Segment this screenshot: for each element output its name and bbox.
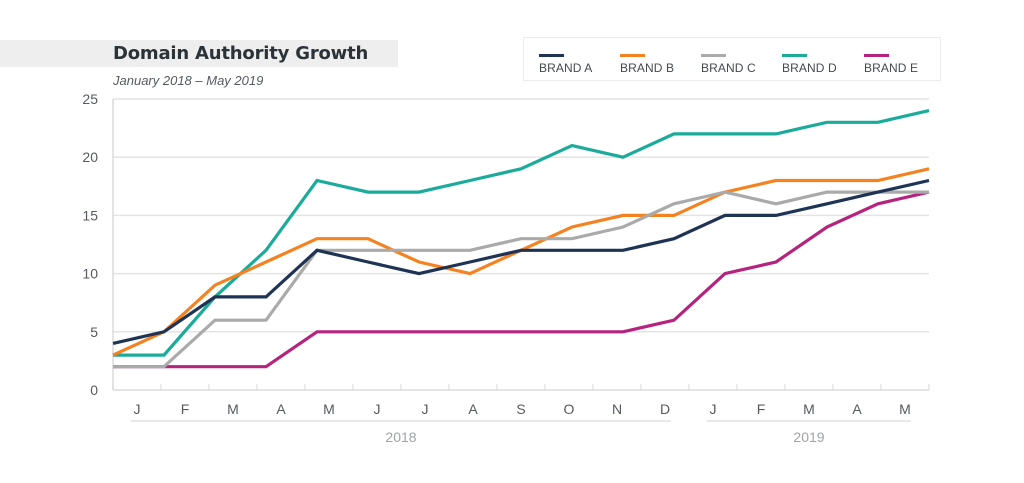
x-tick-label: M [227,401,239,417]
legend: BRAND A BRAND B BRAND C BRAND D BRAND E [523,37,941,81]
y-tick-label: 20 [82,149,98,165]
chart-title: Domain Authority Growth [113,43,369,64]
x-tick-label: S [516,401,525,417]
x-tick-label: M [803,401,815,417]
x-tick-label: D [660,401,670,417]
legend-swatch-brand-e [864,54,889,57]
series-line-brand-c [113,190,929,369]
x-tick-label: A [276,401,286,417]
y-tick-label: 15 [82,207,98,223]
y-tick-label: 10 [82,266,98,282]
legend-swatch-brand-d [782,54,807,57]
title-band [0,40,398,67]
y-tick-label: 5 [90,324,98,340]
legend-label-brand-e: BRAND E [864,61,919,75]
legend-swatch-brand-a [539,54,564,57]
x-tick-label: J [374,401,381,417]
series-line-brand-d [113,109,930,357]
x-tick-label: J [422,401,429,417]
x-tick-label: J [710,401,717,417]
year-label-2018: 2018 [385,429,416,445]
legend-label-brand-a: BRAND A [539,61,593,75]
legend-swatch-brand-b [620,54,645,57]
x-tick-label: F [757,401,766,417]
series-line-brand-a [112,178,930,345]
x-tick-label: J [134,401,141,417]
legend-label-brand-b: BRAND B [620,61,675,75]
x-tick-label: O [564,401,575,417]
x-tick-label: M [899,401,911,417]
series-line-brand-e [113,190,930,369]
chart-subtitle: January 2018 – May 2019 [113,73,264,88]
x-tick-label: M [323,401,335,417]
y-tick-label: 25 [82,91,98,107]
legend-label-brand-d: BRAND D [782,61,837,75]
year-label-2019: 2019 [793,429,824,445]
x-tick-label: N [612,401,622,417]
legend-label-brand-c: BRAND C [701,61,756,75]
x-tick-label: A [852,401,862,417]
x-tick-label: A [468,401,478,417]
y-tick-label: 0 [90,382,98,398]
legend-swatch-brand-c [701,54,726,57]
x-tick-label: F [181,401,190,417]
